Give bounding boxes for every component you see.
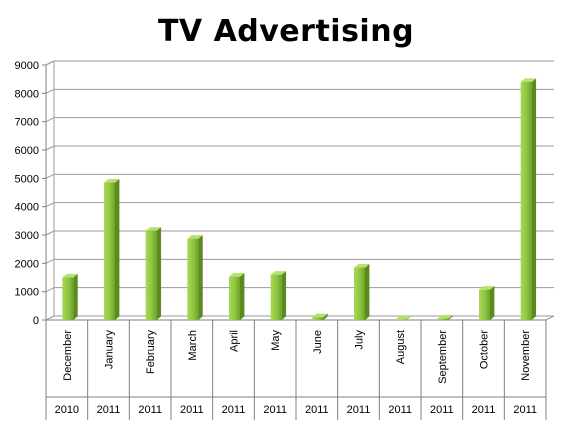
bar-front <box>520 82 532 320</box>
y-tick-label: 1000 <box>15 287 39 299</box>
year-label: 2011 <box>347 404 371 416</box>
bar-front <box>312 317 324 320</box>
gridline-depth <box>45 202 55 208</box>
bar-top <box>145 227 162 231</box>
bar-front <box>354 267 365 320</box>
bar-side <box>406 315 412 320</box>
year-label: 2011 <box>97 404 121 416</box>
bar <box>479 286 495 320</box>
bar-side <box>115 178 120 320</box>
year-label: 2011 <box>138 404 162 416</box>
x-tick-label: March <box>187 330 199 361</box>
bar-side <box>198 235 203 320</box>
gridline-depth <box>45 173 55 179</box>
bar <box>312 313 328 320</box>
wall-top-edge <box>45 60 55 66</box>
year-label: 2011 <box>180 404 204 416</box>
bar-front <box>479 289 490 320</box>
x-tick-label: October <box>479 330 491 369</box>
x-tick-label: June <box>312 330 324 354</box>
x-tick-label: May <box>270 330 282 351</box>
y-tick-label: 4000 <box>15 202 39 214</box>
bar-top <box>437 314 453 319</box>
bar-side <box>240 273 245 320</box>
x-tick-label: January <box>104 330 116 370</box>
x-tick-label: April <box>229 330 241 352</box>
bar-side <box>281 271 287 320</box>
x-tick-label: July <box>354 330 366 350</box>
bar <box>229 273 245 320</box>
bar-front <box>437 318 449 320</box>
bar-top <box>229 273 245 277</box>
bar-top <box>479 286 495 290</box>
y-tick-label: 7000 <box>15 117 39 129</box>
x-tick-label: September <box>437 330 449 384</box>
plot-wall <box>54 61 554 316</box>
bar-front <box>187 238 199 320</box>
bar-top <box>104 178 120 183</box>
year-label: 2011 <box>513 404 537 416</box>
gridline-depth <box>45 258 55 264</box>
bar-top <box>312 313 328 318</box>
bar-side <box>365 263 370 320</box>
bar <box>395 315 412 320</box>
bar <box>62 273 78 320</box>
bar-side <box>156 227 162 320</box>
bar <box>437 314 453 320</box>
year-label: 2011 <box>430 404 454 416</box>
bar-front <box>270 274 282 320</box>
y-tick-label: 6000 <box>15 145 39 157</box>
x-tick-label: August <box>395 330 407 364</box>
bar-top <box>270 271 287 275</box>
bar <box>145 227 162 320</box>
bar-front <box>104 182 115 320</box>
x-tick-label: February <box>145 330 157 375</box>
bar <box>187 235 203 320</box>
bar-top <box>354 263 370 268</box>
year-label: 2011 <box>388 404 412 416</box>
year-label: 2010 <box>55 404 79 416</box>
bar-front <box>229 276 240 320</box>
bar <box>270 271 287 320</box>
bar-top <box>187 235 203 239</box>
y-tick-label: 9000 <box>15 60 39 72</box>
bar-top <box>520 78 537 82</box>
bar <box>104 178 120 320</box>
gridline-depth <box>45 117 55 123</box>
bar-front <box>62 277 74 320</box>
year-label: 2011 <box>472 404 496 416</box>
chart-title: TV Advertising <box>157 14 415 49</box>
y-tick-label: 8000 <box>15 88 39 100</box>
y-tick-label: 5000 <box>15 173 39 185</box>
gridline-depth <box>45 230 55 236</box>
year-label: 2011 <box>263 404 287 416</box>
year-label: 2011 <box>222 404 246 416</box>
plot-floor <box>45 315 555 321</box>
bar-front <box>395 319 407 320</box>
year-label: 2011 <box>305 404 329 416</box>
y-tick-label: 3000 <box>15 230 39 242</box>
bar <box>520 78 537 321</box>
bar-side <box>448 314 453 320</box>
x-tick-label: December <box>62 330 74 381</box>
bar-side <box>490 286 495 320</box>
x-tick-label: November <box>520 330 532 381</box>
gridline-depth <box>45 145 55 151</box>
bar-side <box>323 313 328 320</box>
bar-front <box>145 230 157 320</box>
gridline-depth <box>45 287 55 293</box>
bar-top <box>395 315 412 320</box>
bar-side <box>531 78 537 321</box>
bar <box>354 263 370 320</box>
y-tick-label: 2000 <box>15 258 39 270</box>
y-tick-label: 0 <box>33 315 39 327</box>
bar-top <box>62 273 78 278</box>
bar-side <box>73 273 78 320</box>
gridline-depth <box>45 88 55 94</box>
